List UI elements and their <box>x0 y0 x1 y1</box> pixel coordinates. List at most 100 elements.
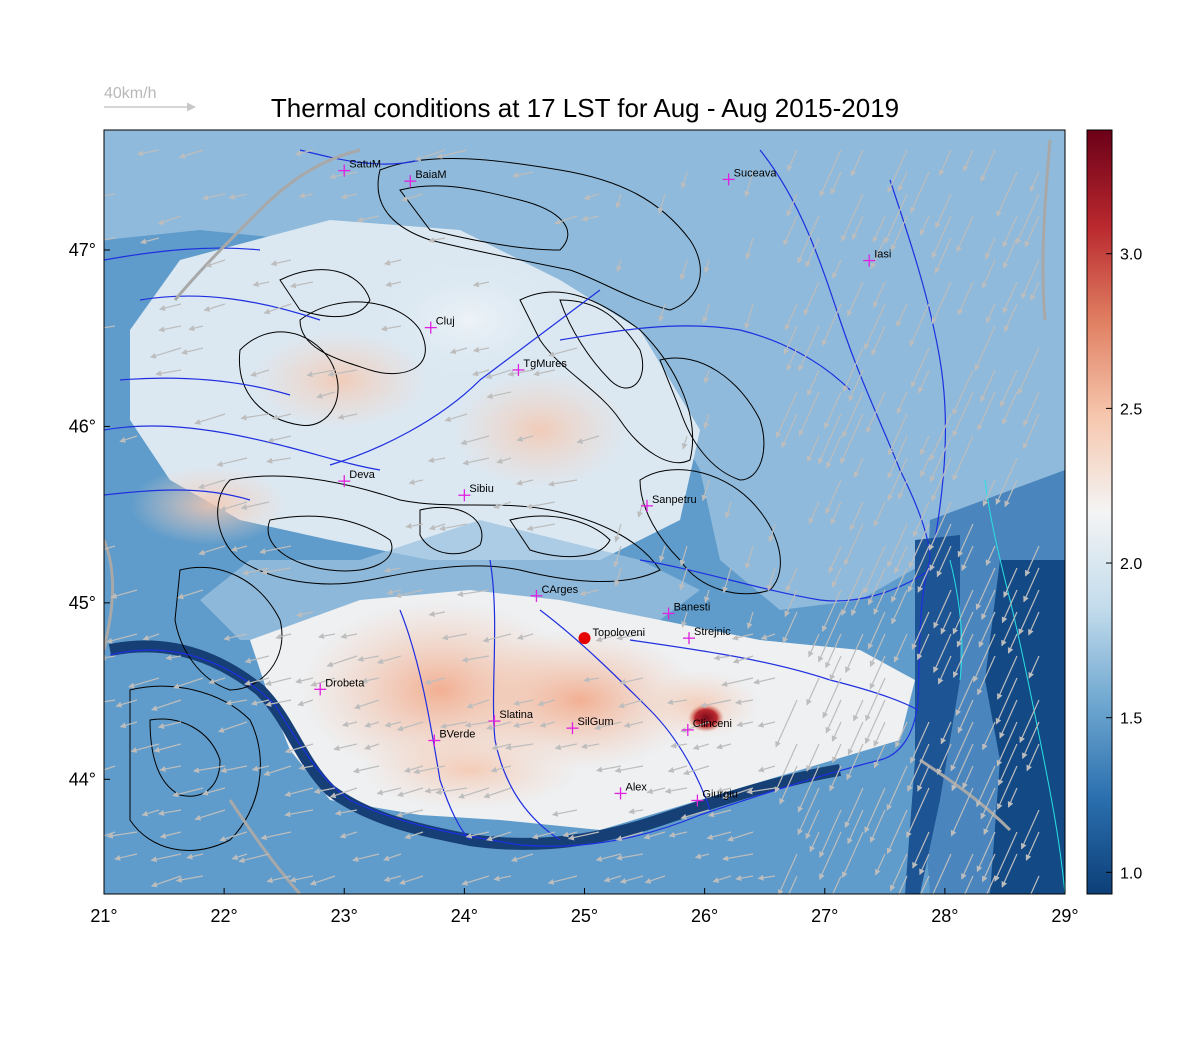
wind-arrow <box>150 853 182 863</box>
wind-arrow <box>106 633 138 644</box>
wind-arrow <box>919 435 930 456</box>
wind-arrow <box>623 721 644 728</box>
wind-arrow <box>356 215 380 223</box>
wind-arrow <box>679 259 688 281</box>
station-marker: Suceava <box>722 167 777 186</box>
wind-arrow <box>829 655 842 681</box>
wind-arrow <box>910 721 930 764</box>
danube-delta-dark <box>905 535 960 894</box>
wind-arrow <box>978 611 996 648</box>
wind-arrow <box>516 633 534 640</box>
wind-arrow <box>936 545 952 578</box>
wind-arrow <box>149 347 182 359</box>
wind-arrow <box>806 677 820 706</box>
y-axis: 47° 46° 45° 44° <box>69 240 110 789</box>
wind-arrow <box>1024 545 1040 577</box>
wind-arrow <box>786 347 798 371</box>
wind-arrow <box>829 875 842 894</box>
wind-arrow <box>1007 633 1018 654</box>
wind-arrow <box>919 853 930 876</box>
colorbar-tick-label: 1.0 <box>1120 865 1142 882</box>
wind-arrow <box>746 787 776 795</box>
wind-arrow <box>496 457 512 464</box>
wind-arrow <box>912 501 930 538</box>
wind-arrow <box>831 567 842 588</box>
wind-arrow <box>203 303 226 312</box>
wind-arrow <box>159 765 182 772</box>
wind-arrow <box>768 523 776 543</box>
wind-arrow <box>1025 831 1040 861</box>
wind-arrow <box>637 501 644 518</box>
station-label: Slatina <box>499 709 534 721</box>
wind-arrow <box>526 523 556 532</box>
wind-arrow <box>263 765 292 776</box>
wind-arrow <box>841 193 864 242</box>
wind-arrow <box>1022 413 1040 450</box>
wind-arrow <box>781 413 798 448</box>
wind-arrow <box>819 149 842 198</box>
station-marker: Clinceni <box>681 718 732 736</box>
wind-arrow <box>225 699 248 706</box>
station-marker: Sanpetru <box>640 494 697 512</box>
wind-arrow <box>505 743 534 751</box>
wind-arrow <box>887 149 908 194</box>
wind-arrow <box>240 413 270 421</box>
wind-arrow <box>735 875 754 882</box>
wind-arrow <box>727 831 754 842</box>
wind-arrow <box>466 699 490 709</box>
highlight-station-dot <box>578 632 591 645</box>
wind-arrow <box>819 809 842 858</box>
wind-arrow <box>175 875 204 883</box>
wind-arrow <box>744 303 754 330</box>
wind-arrow <box>465 831 490 839</box>
wind-arrow <box>873 589 886 615</box>
wind-arrow <box>664 787 688 794</box>
wind-arrow <box>774 743 798 793</box>
wind-arrow <box>668 831 688 838</box>
wind-arrow <box>1016 193 1040 245</box>
wind-arrow <box>614 567 622 587</box>
wind-arrow <box>724 501 732 519</box>
wind-arrow <box>952 435 974 481</box>
wind-arrow <box>547 875 578 885</box>
wind-arrow <box>996 171 1018 218</box>
wind-arrow <box>822 677 842 719</box>
wind-arrow <box>507 369 534 377</box>
y-tick-label: 44° <box>69 769 96 789</box>
wind-arrow <box>198 545 226 556</box>
wind-arrow <box>298 192 314 199</box>
wind-arrow <box>342 721 358 728</box>
wind-arrow <box>956 611 974 648</box>
wind-arrow <box>847 281 864 317</box>
wind-arrow <box>783 215 798 246</box>
wind-arrow <box>223 633 248 641</box>
wind-arrow <box>818 413 842 465</box>
wind-arrow <box>1026 743 1040 772</box>
wind-arrow <box>972 633 996 683</box>
country-borders <box>104 139 1052 894</box>
highlight-station-label: Topoloveni <box>593 627 646 639</box>
stations-layer: SatuM BaiaM Suceava Iasi Cluj TgMures Deva Sibi… <box>314 159 891 807</box>
wind-arrow <box>997 743 1018 786</box>
wind-arrow <box>260 567 292 575</box>
wind-arrow <box>104 193 116 197</box>
wind-arrow <box>615 831 644 842</box>
wind-arrow <box>298 764 314 771</box>
station-marker: Giurgiu <box>691 788 738 807</box>
wind-arrow <box>179 149 204 159</box>
station-marker: Sibiu <box>458 483 494 502</box>
wind-arrow <box>158 325 182 333</box>
y-tick-label: 45° <box>69 593 96 613</box>
wind-arrow <box>1023 391 1040 427</box>
wind-arrow <box>271 413 292 421</box>
wind-arrow <box>512 171 534 179</box>
wind-arrow <box>510 853 534 863</box>
wind-arrow <box>850 149 864 177</box>
wind-arrow <box>472 369 490 377</box>
wind-arrow <box>798 391 820 437</box>
wind-arrow <box>353 765 380 774</box>
wind-arrow <box>296 611 314 618</box>
wind-arrow <box>870 237 886 270</box>
wind-arrow <box>841 831 864 879</box>
wind-arrow <box>787 149 798 172</box>
